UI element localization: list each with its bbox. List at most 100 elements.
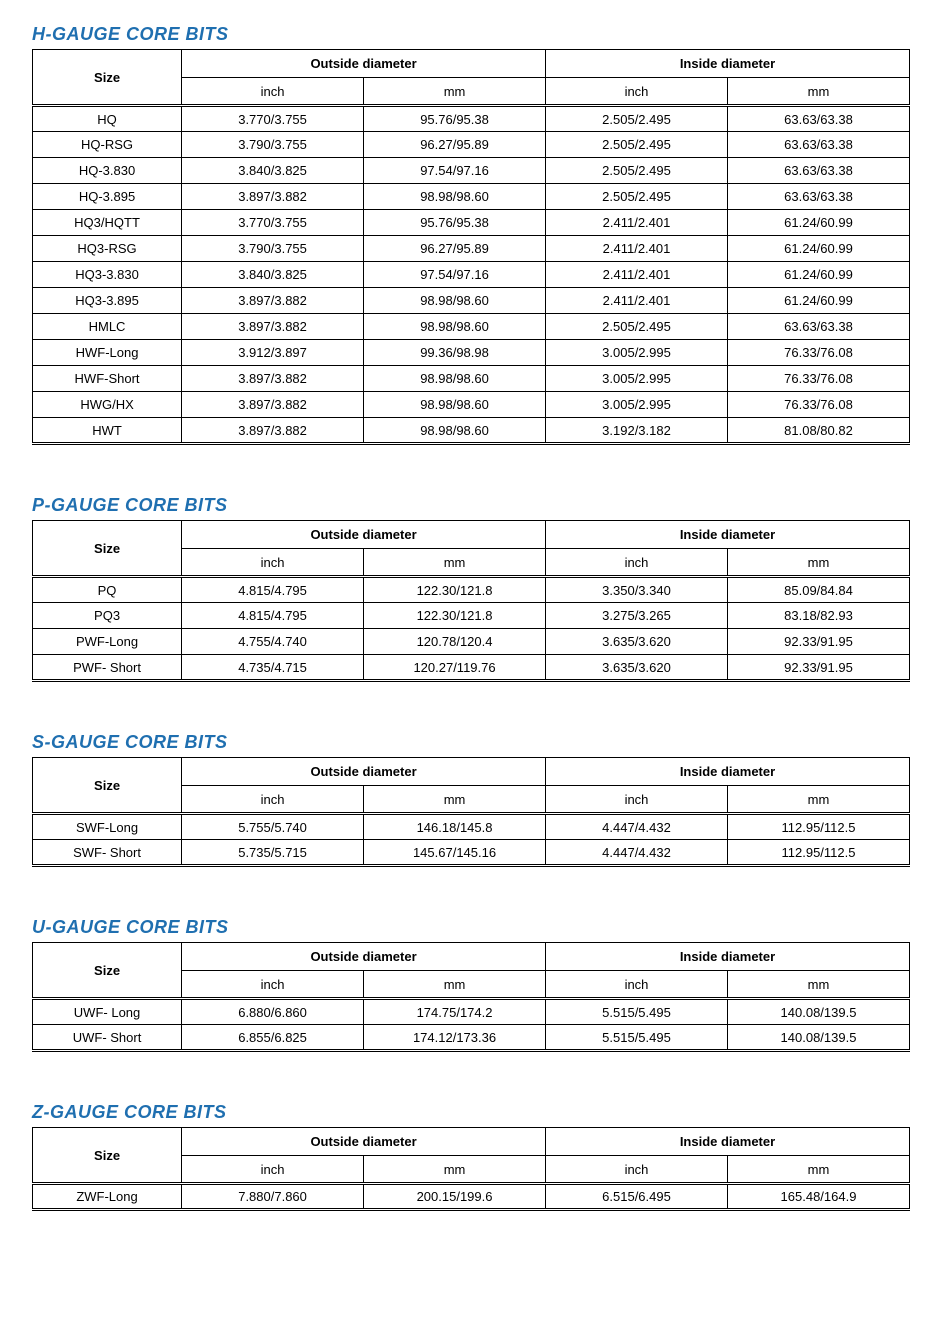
col-subheader-inch-2: inch <box>546 971 728 999</box>
cell-size: UWF- Short <box>33 1025 182 1051</box>
table-row: HQ-3.8953.897/3.88298.98/98.602.505/2.49… <box>33 184 910 210</box>
cell-value: 3.840/3.825 <box>182 158 364 184</box>
cell-size: PWF-Long <box>33 629 182 655</box>
table-row: HWT3.897/3.88298.98/98.603.192/3.18281.0… <box>33 418 910 444</box>
cell-value: 4.755/4.740 <box>182 629 364 655</box>
cell-value: 120.27/119.76 <box>364 655 546 681</box>
cell-value: 3.770/3.755 <box>182 210 364 236</box>
table-row: HWF-Short3.897/3.88298.98/98.603.005/2.9… <box>33 366 910 392</box>
cell-value: 81.08/80.82 <box>727 418 909 444</box>
cell-value: 122.30/121.8 <box>364 577 546 603</box>
table-row: ZWF-Long7.880/7.860200.15/199.66.515/6.4… <box>33 1184 910 1210</box>
table-row: HQ3-3.8303.840/3.82597.54/97.162.411/2.4… <box>33 262 910 288</box>
cell-value: 145.67/145.16 <box>364 840 546 866</box>
cell-value: 2.411/2.401 <box>546 210 728 236</box>
cell-value: 95.76/95.38 <box>364 210 546 236</box>
col-subheader-inch-0: inch <box>182 786 364 814</box>
cell-value: 6.855/6.825 <box>182 1025 364 1051</box>
page-root: H-GAUGE CORE BITSSizeOutside diameterIns… <box>32 24 910 1211</box>
cell-size: HWG/HX <box>33 392 182 418</box>
section-title: Z-GAUGE CORE BITS <box>32 1102 910 1123</box>
cell-value: 174.12/173.36 <box>364 1025 546 1051</box>
col-subheader-inch-2: inch <box>546 78 728 106</box>
cell-value: 85.09/84.84 <box>727 577 909 603</box>
cell-value: 3.897/3.882 <box>182 392 364 418</box>
cell-value: 95.76/95.38 <box>364 106 546 132</box>
cell-value: 99.36/98.98 <box>364 340 546 366</box>
cell-value: 200.15/199.6 <box>364 1184 546 1210</box>
cell-value: 5.735/5.715 <box>182 840 364 866</box>
section: H-GAUGE CORE BITSSizeOutside diameterIns… <box>32 24 910 445</box>
cell-value: 98.98/98.60 <box>364 418 546 444</box>
section: Z-GAUGE CORE BITS SizeOutside diameterIns… <box>32 1102 910 1211</box>
table-row: PWF-Long4.755/4.740120.78/120.43.635/3.6… <box>33 629 910 655</box>
cell-value: 2.505/2.495 <box>546 158 728 184</box>
cell-value: 97.54/97.16 <box>364 262 546 288</box>
cell-size: SWF- Short <box>33 840 182 866</box>
cell-value: 98.98/98.60 <box>364 392 546 418</box>
cell-value: 122.30/121.8 <box>364 603 546 629</box>
cell-value: 3.005/2.995 <box>546 366 728 392</box>
table-row: HQ3-RSG3.790/3.75596.27/95.892.411/2.401… <box>33 236 910 262</box>
spec-table: SizeOutside diameterInside diameterinchm… <box>32 1127 910 1211</box>
cell-value: 61.24/60.99 <box>727 236 909 262</box>
cell-value: 3.790/3.755 <box>182 132 364 158</box>
col-header-outside: Outside diameter <box>182 758 546 786</box>
col-header-inside: Inside diameter <box>546 758 910 786</box>
cell-value: 4.447/4.432 <box>546 814 728 840</box>
col-header-size: Size <box>33 50 182 106</box>
cell-value: 63.63/63.38 <box>727 314 909 340</box>
cell-value: 2.411/2.401 <box>546 288 728 314</box>
cell-value: 76.33/76.08 <box>727 392 909 418</box>
cell-size: HQ3-3.895 <box>33 288 182 314</box>
spec-table: SizeOutside diameterInside diameterinchm… <box>32 520 910 682</box>
cell-value: 4.447/4.432 <box>546 840 728 866</box>
cell-size: HQ3-RSG <box>33 236 182 262</box>
cell-value: 3.912/3.897 <box>182 340 364 366</box>
col-header-outside: Outside diameter <box>182 943 546 971</box>
cell-size: HWF-Short <box>33 366 182 392</box>
section-title: P-GAUGE CORE BITS <box>32 495 910 516</box>
cell-value: 98.98/98.60 <box>364 366 546 392</box>
cell-value: 6.880/6.860 <box>182 999 364 1025</box>
col-header-size: Size <box>33 943 182 999</box>
col-subheader-mm-3: mm <box>727 1156 909 1184</box>
cell-size: UWF- Long <box>33 999 182 1025</box>
cell-value: 2.505/2.495 <box>546 132 728 158</box>
cell-value: 63.63/63.38 <box>727 184 909 210</box>
table-row: HQ3/HQTT3.770/3.75595.76/95.382.411/2.40… <box>33 210 910 236</box>
cell-value: 3.192/3.182 <box>546 418 728 444</box>
cell-value: 3.635/3.620 <box>546 629 728 655</box>
col-subheader-inch-2: inch <box>546 1156 728 1184</box>
cell-size: ZWF-Long <box>33 1184 182 1210</box>
cell-value: 3.790/3.755 <box>182 236 364 262</box>
cell-value: 5.755/5.740 <box>182 814 364 840</box>
table-row: SWF-Long5.755/5.740146.18/145.84.447/4.4… <box>33 814 910 840</box>
section: U-GAUGE CORE BITSSizeOutside diameterIns… <box>32 917 910 1052</box>
cell-value: 2.411/2.401 <box>546 236 728 262</box>
cell-value: 4.815/4.795 <box>182 603 364 629</box>
cell-value: 97.54/97.16 <box>364 158 546 184</box>
col-header-inside: Inside diameter <box>546 521 910 549</box>
col-subheader-mm-1: mm <box>364 549 546 577</box>
cell-size: HQ-3.830 <box>33 158 182 184</box>
cell-value: 96.27/95.89 <box>364 132 546 158</box>
cell-value: 92.33/91.95 <box>727 655 909 681</box>
col-subheader-inch-0: inch <box>182 78 364 106</box>
col-subheader-mm-1: mm <box>364 78 546 106</box>
cell-value: 3.005/2.995 <box>546 340 728 366</box>
col-subheader-mm-1: mm <box>364 1156 546 1184</box>
spec-table: SizeOutside diameterInside diameterinchm… <box>32 49 910 445</box>
cell-value: 4.815/4.795 <box>182 577 364 603</box>
col-header-outside: Outside diameter <box>182 1128 546 1156</box>
cell-value: 3.897/3.882 <box>182 418 364 444</box>
section-title: S-GAUGE CORE BITS <box>32 732 910 753</box>
section-title: U-GAUGE CORE BITS <box>32 917 910 938</box>
cell-value: 83.18/82.93 <box>727 603 909 629</box>
table-row: PQ34.815/4.795122.30/121.83.275/3.26583.… <box>33 603 910 629</box>
cell-value: 3.897/3.882 <box>182 314 364 340</box>
cell-value: 146.18/145.8 <box>364 814 546 840</box>
cell-value: 3.840/3.825 <box>182 262 364 288</box>
cell-value: 96.27/95.89 <box>364 236 546 262</box>
cell-value: 63.63/63.38 <box>727 158 909 184</box>
